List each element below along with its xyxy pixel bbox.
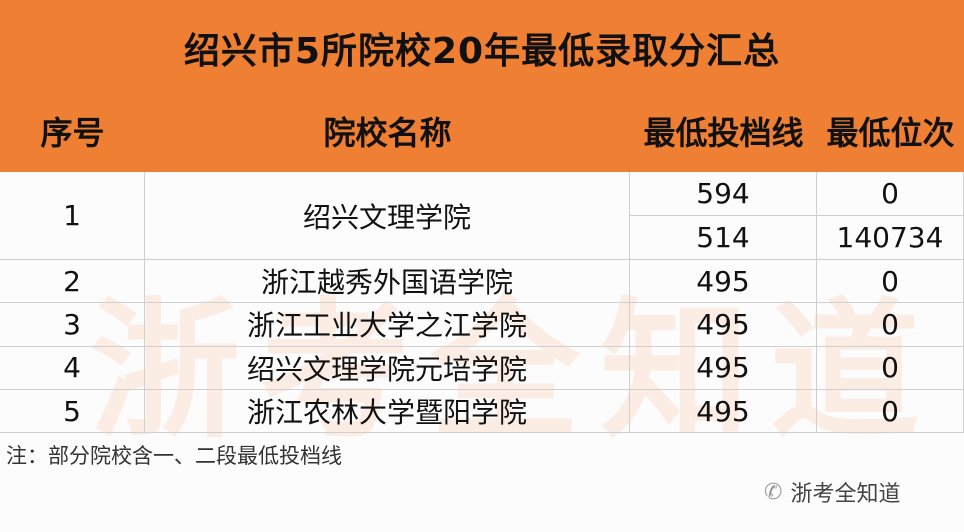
school-name: 浙江工业大学之江学院 [145,303,630,347]
watermark-text: 浙考全知道 [790,482,901,507]
school-name: 绍兴文理学院 [145,172,630,260]
row-number: 5 [0,389,145,434]
wechat-icon: ✆ [764,479,783,505]
min-score: 514 [630,216,817,260]
min-score: 495 [630,346,817,390]
min-rank: 0 [817,346,964,390]
min-score: 594 [630,172,817,216]
min-rank: 0 [817,260,964,304]
min-score: 495 [630,303,817,347]
min-rank: 0 [817,303,964,347]
column-header-no: 序号 [40,114,105,152]
footnote: 注：部分院校含一、二段最低投档线 [6,444,342,468]
school-name: 浙江农林大学暨阳学院 [145,389,630,434]
row-number: 1 [0,172,145,260]
column-header-score: 最低投档线 [643,114,804,152]
watermark: ✆ 浙考全知道 [764,476,900,508]
row-number: 2 [0,260,145,304]
column-header-rank: 最低位次 [826,114,955,152]
school-name: 浙江越秀外国语学院 [145,260,630,304]
min-score: 495 [630,260,817,304]
page-title: 绍兴市5所院校20年最低录取分汇总 [183,31,781,72]
min-rank: 0 [817,389,964,434]
school-name: 绍兴文理学院元培学院 [145,346,630,390]
table-header-band [0,0,964,172]
min-score: 495 [630,389,817,434]
min-rank: 0 [817,172,964,216]
row-number: 3 [0,303,145,347]
row-number: 4 [0,346,145,390]
column-header-name: 院校名称 [323,114,452,152]
min-rank: 140734 [817,216,964,260]
